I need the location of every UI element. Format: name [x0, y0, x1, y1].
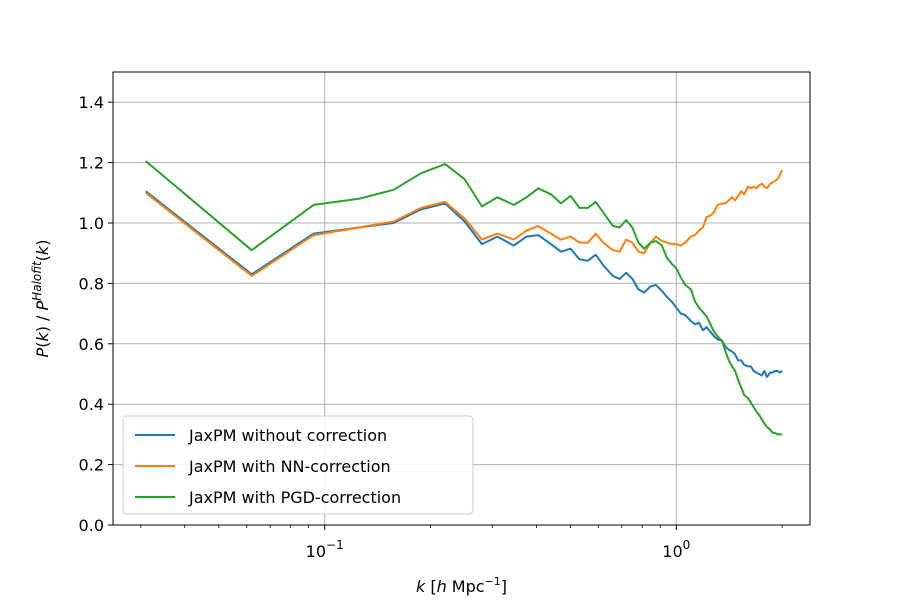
x-tick-label: 100 [662, 538, 690, 561]
y-axis-label: P(k) / PHalofit(k) [30, 240, 52, 358]
legend-box [122, 415, 474, 515]
series-line-2 [145, 169, 784, 277]
y-tick-label: 0.4 [79, 395, 104, 414]
series-line-3 [145, 160, 783, 436]
legend: JaxPM without correction JaxPM with NN-co… [122, 415, 474, 515]
x-axis-label: k [h Mpc−1] [416, 575, 507, 596]
y-tick-label: 0.8 [79, 274, 104, 293]
y-tick-label: 0.0 [79, 516, 104, 535]
axis-ticks [108, 101, 783, 530]
y-tick-label: 1.4 [79, 93, 104, 112]
y-tick-label: 1.0 [79, 214, 104, 233]
series-line-1 [145, 190, 783, 378]
legend-label: JaxPM with PGD-correction [188, 488, 401, 507]
legend-label: JaxPM without correction [188, 426, 387, 445]
y-tick-label: 1.2 [79, 154, 104, 173]
y-tick-label: 0.2 [79, 456, 104, 475]
x-tick-label: 10−1 [306, 538, 344, 561]
y-tick-label: 0.6 [79, 335, 104, 354]
legend-label: JaxPM with NN-correction [188, 457, 391, 476]
plot-frame [112, 71, 811, 526]
axis-labels: 0.0 0.2 0.4 0.6 0.8 1.0 1.2 1.4 10−1 100 k [h Mpc−… [30, 93, 690, 596]
series-lines [145, 160, 784, 436]
